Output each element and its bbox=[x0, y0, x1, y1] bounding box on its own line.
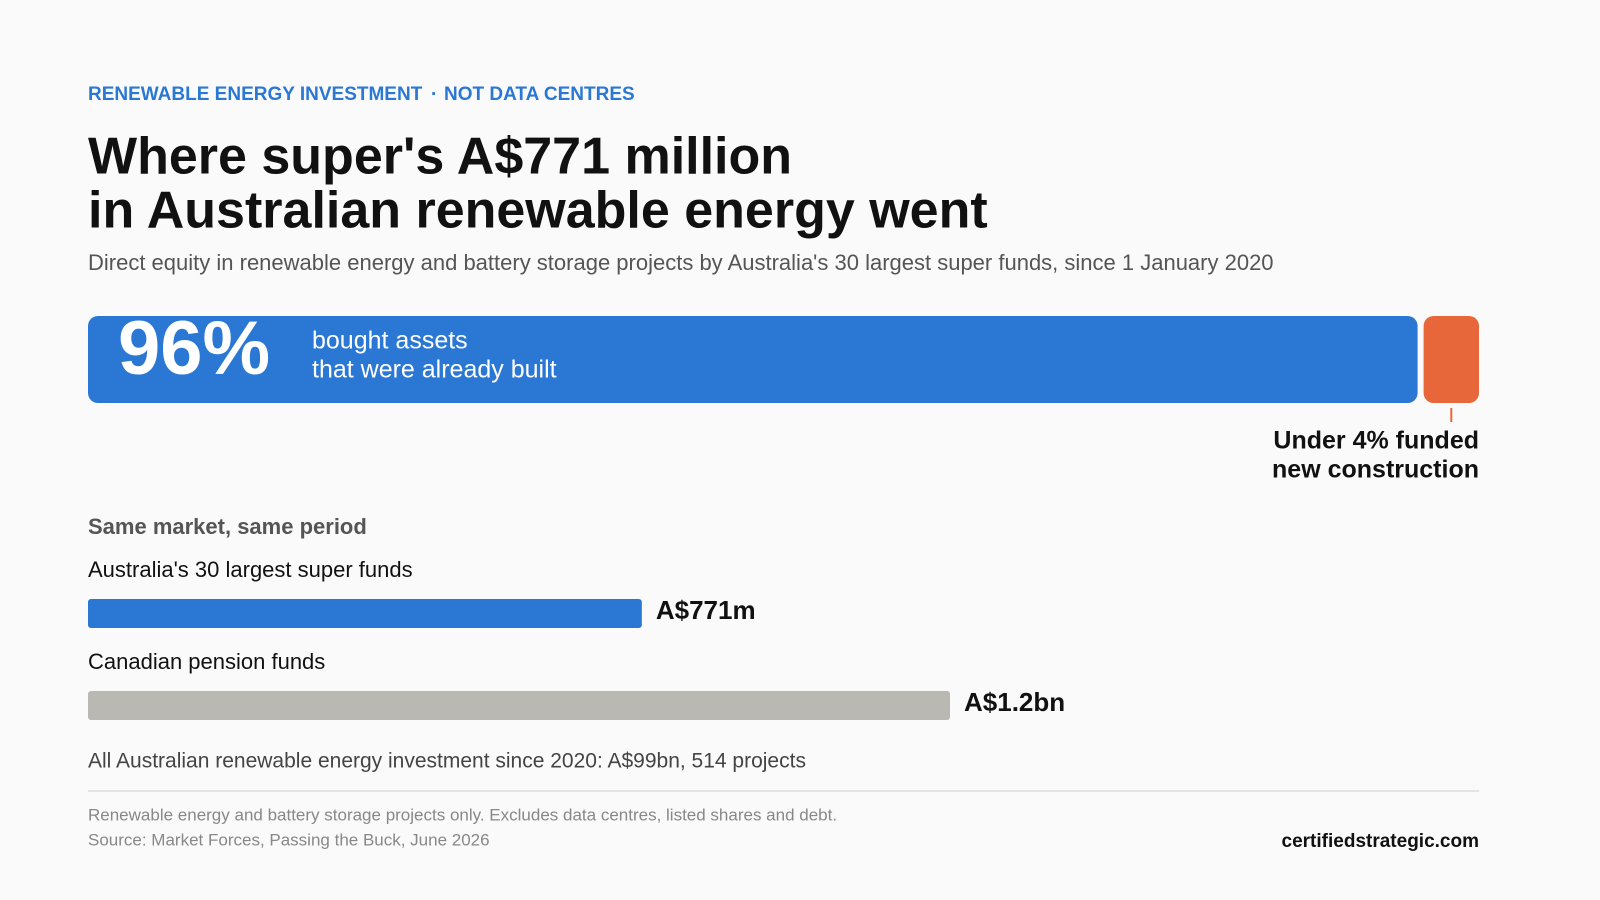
subtitle: Direct equity in renewable energy and ba… bbox=[88, 250, 1274, 275]
footnote: Renewable energy and battery storage pro… bbox=[88, 805, 837, 824]
value-label: A$771m bbox=[656, 595, 756, 625]
share-segment bbox=[88, 316, 1418, 403]
callout-label: Under 4% funded bbox=[1273, 427, 1479, 455]
summary: All Australian renewable energy investme… bbox=[88, 750, 806, 773]
bar bbox=[88, 691, 950, 720]
share-caption: bought assets bbox=[312, 327, 468, 355]
value-label: A$1.2bn bbox=[964, 687, 1065, 717]
title: in Australian renewable energy went bbox=[88, 182, 988, 240]
share-label: 96% bbox=[118, 306, 270, 391]
share-segment bbox=[1423, 316, 1479, 403]
category-label: Australia's 30 largest super funds bbox=[88, 557, 413, 582]
share-caption: that were already built bbox=[312, 356, 557, 384]
section-heading: Same market, same period bbox=[88, 514, 367, 539]
footnote: Source: Market Forces, Passing the Buck,… bbox=[88, 830, 490, 849]
category-label: Canadian pension funds bbox=[88, 649, 325, 674]
kicker: NOT DATA CENTRES bbox=[444, 84, 635, 105]
kicker-separator: · bbox=[431, 84, 437, 105]
title: Where super's A$771 million bbox=[88, 128, 792, 186]
bar bbox=[88, 599, 642, 628]
kicker: RENEWABLE ENERGY INVESTMENT bbox=[88, 84, 423, 105]
callout-label: new construction bbox=[1272, 456, 1479, 484]
site: certifiedstrategic.com bbox=[1282, 831, 1479, 852]
